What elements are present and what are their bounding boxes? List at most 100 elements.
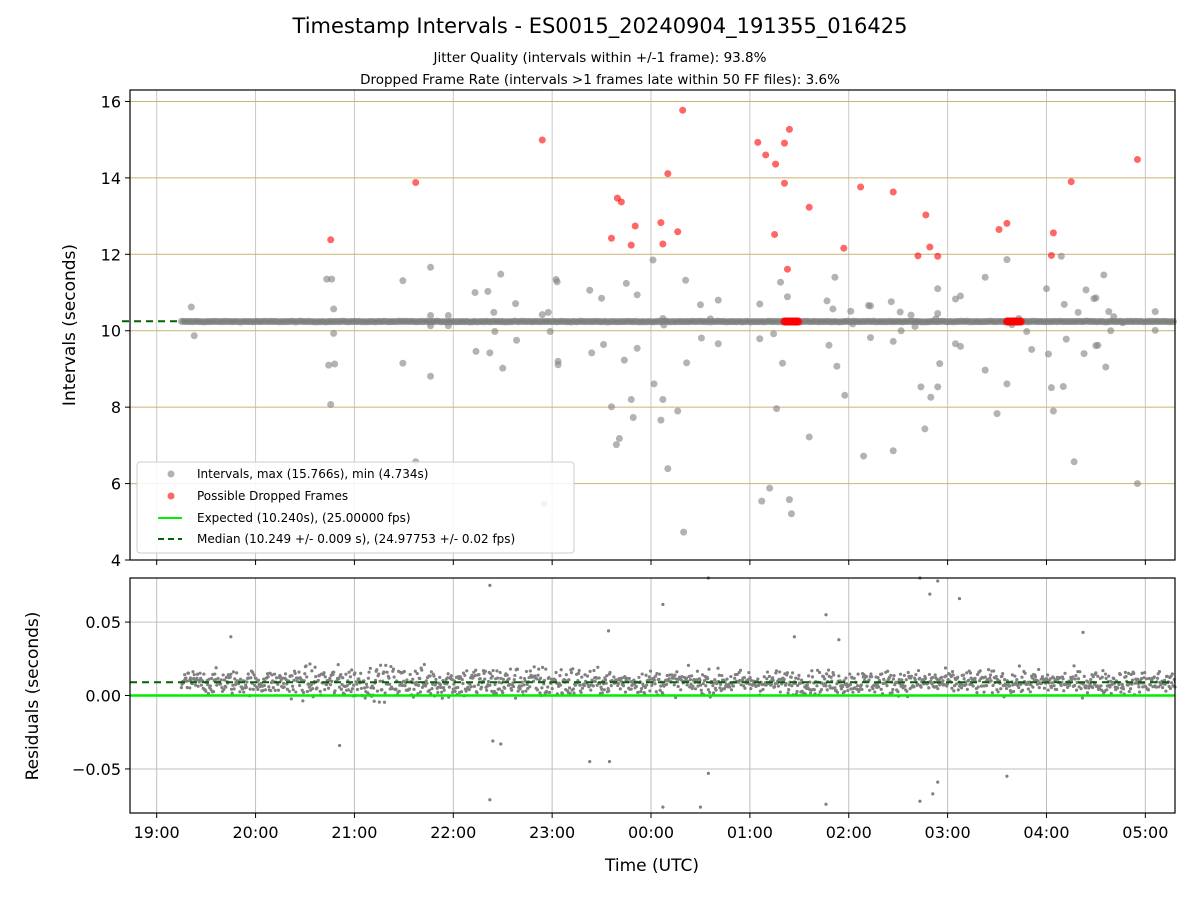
residual-point <box>539 676 543 680</box>
residual-point <box>564 673 568 677</box>
residual-point <box>1142 676 1146 680</box>
residual-point <box>714 688 718 692</box>
residual-point <box>580 675 584 679</box>
interval-point <box>427 263 435 271</box>
interval-point <box>1151 308 1159 316</box>
residual-point <box>695 669 700 673</box>
residual-point <box>314 674 318 679</box>
residual-point <box>833 686 837 690</box>
residual-point <box>355 682 359 686</box>
residual-point <box>192 673 196 677</box>
residual-point <box>706 676 710 681</box>
residual-point <box>1146 688 1151 692</box>
interval-point <box>330 305 338 313</box>
residual-point <box>605 674 609 678</box>
interval-point <box>773 405 781 413</box>
residual-point <box>1117 682 1121 687</box>
residual-point <box>1020 675 1024 679</box>
residual-point <box>362 686 367 690</box>
residual-point <box>965 687 969 692</box>
residual-point <box>657 677 661 681</box>
interval-point <box>399 359 407 367</box>
residual-point <box>233 683 237 687</box>
dropped-frame-point <box>922 211 930 219</box>
residual-point <box>513 673 517 678</box>
residual-point <box>569 671 574 675</box>
dropped-frame-point <box>762 151 770 159</box>
residual-point <box>704 684 708 688</box>
residual-point <box>1074 674 1078 678</box>
residual-point <box>1165 674 1169 678</box>
residual-point <box>408 672 412 677</box>
residual-point <box>477 672 481 677</box>
residual-point <box>956 688 960 692</box>
residual-point <box>903 684 907 688</box>
residual-point <box>765 677 769 681</box>
residual-point <box>940 675 944 679</box>
residual-point <box>852 676 856 680</box>
dropped-frame-point <box>857 183 865 191</box>
residual-point <box>202 672 206 676</box>
residual-point <box>604 681 608 685</box>
xtick-label-7: 02:00 <box>826 823 872 842</box>
residual-point <box>1037 686 1041 690</box>
dropped-frame-point <box>995 225 1003 233</box>
residual-point <box>1141 685 1145 689</box>
interval-point <box>190 332 198 340</box>
residual-point <box>491 668 495 673</box>
residual-point <box>767 674 772 679</box>
dropped-frame-point <box>674 228 682 236</box>
residual-point <box>654 690 658 694</box>
residual-point <box>518 687 522 691</box>
interval-point <box>607 403 615 411</box>
dropped-frame-point <box>664 170 672 178</box>
residual-point <box>383 691 387 695</box>
residual-point <box>431 682 435 686</box>
residual-point <box>1078 670 1082 674</box>
residual-point <box>433 683 437 687</box>
residual-point <box>699 688 703 692</box>
residual-point <box>548 690 552 695</box>
residual-point <box>1140 671 1144 675</box>
intervals-ytick-label-3: 10 <box>101 322 121 341</box>
residual-point <box>297 670 301 674</box>
interval-point <box>444 322 452 330</box>
residual-point <box>1035 682 1039 686</box>
residual-point <box>673 673 677 677</box>
residual-point <box>407 687 412 691</box>
residual-point <box>825 688 829 692</box>
residual-point <box>1161 686 1165 690</box>
residual-point <box>299 678 304 682</box>
residual-point <box>988 673 993 677</box>
interval-point <box>633 344 641 352</box>
residual-point <box>857 687 861 692</box>
residual-point <box>290 684 295 688</box>
residual-point <box>764 683 768 687</box>
interval-point <box>1110 313 1118 321</box>
residual-point <box>933 673 937 677</box>
residual-point <box>820 681 824 685</box>
residual-point <box>805 683 809 687</box>
residual-point <box>778 690 782 694</box>
residual-point <box>1063 671 1067 675</box>
residual-point <box>782 677 786 681</box>
residual-point <box>224 675 228 679</box>
residual-point <box>855 687 859 691</box>
residual-point <box>1101 669 1105 673</box>
interval-point <box>682 276 690 284</box>
interval-point <box>766 484 774 492</box>
residual-point <box>385 670 389 674</box>
residual-point <box>535 677 539 681</box>
residual-point <box>643 685 647 690</box>
residual-point <box>366 676 371 680</box>
interval-point <box>889 337 897 345</box>
residual-point <box>1170 672 1174 676</box>
residual-point <box>540 665 545 669</box>
interval-point <box>714 340 722 348</box>
residual-point <box>394 687 398 691</box>
residual-point <box>207 677 211 681</box>
residual-point <box>495 676 500 680</box>
residual-point <box>524 689 528 693</box>
residual-point <box>891 687 895 692</box>
interval-point <box>187 303 195 311</box>
